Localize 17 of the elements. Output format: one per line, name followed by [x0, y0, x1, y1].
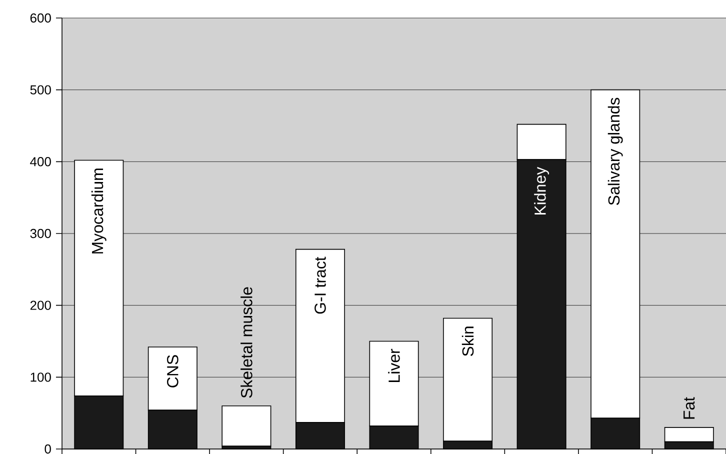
x-tick-label: Skeletal muscle: [240, 287, 252, 398]
x-tick-label: Salivary glands: [608, 98, 623, 205]
x-tick-label: Fat: [684, 397, 695, 419]
x-tick-label: G-I tract: [314, 256, 326, 314]
x-tick-label: Kidney: [534, 166, 550, 214]
y-tick-label: 600: [30, 13, 51, 23]
y-tick-label: 0: [44, 444, 51, 454]
bar: [222, 406, 272, 447]
y-tick-label: 500: [30, 85, 51, 94]
y-tick-label: 200: [30, 300, 51, 310]
x-tick-label: CNS: [167, 355, 178, 388]
x-tick-label: Myocardium: [91, 168, 106, 254]
y-tick-label: 100: [30, 372, 51, 382]
x-tick-label: Liver: [388, 348, 400, 382]
x-tick-label: Skin: [462, 326, 474, 356]
y-tick-label: 300: [30, 228, 51, 238]
y-tick-label: 400: [30, 157, 51, 166]
